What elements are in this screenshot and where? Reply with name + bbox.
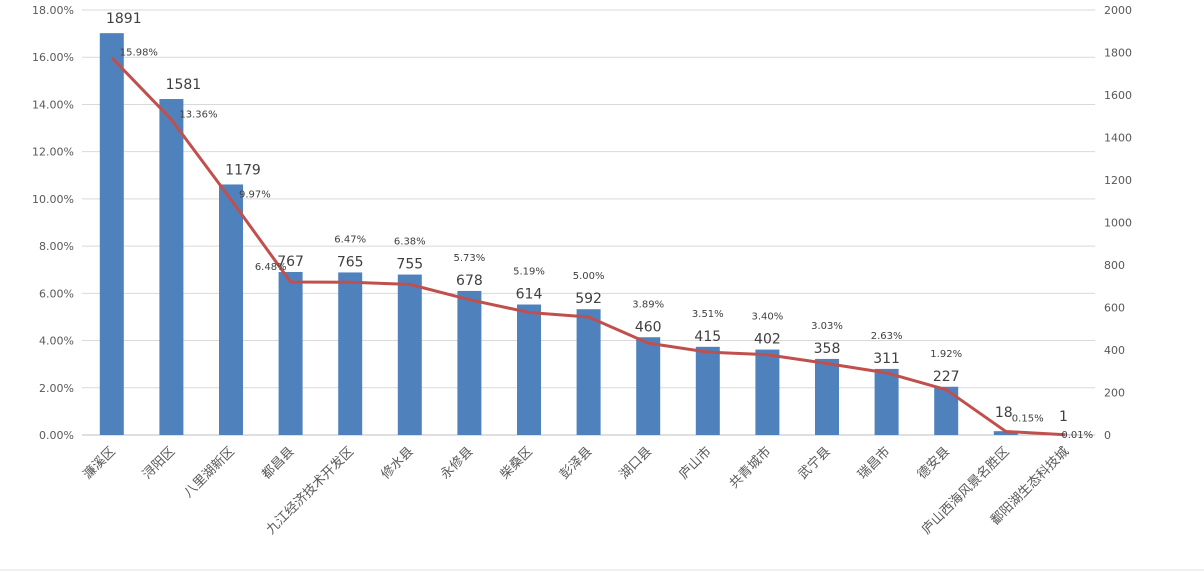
category-label: 武宁县 bbox=[795, 444, 834, 483]
bar bbox=[755, 349, 780, 435]
left-axis-tick: 6.00% bbox=[39, 287, 74, 300]
line-value-label: 6.47% bbox=[334, 234, 366, 245]
category-label: 浔阳区 bbox=[140, 444, 178, 482]
bar bbox=[636, 337, 661, 435]
right-axis-tick: 1600 bbox=[1104, 89, 1132, 102]
bar-value-label: 358 bbox=[814, 341, 841, 357]
category-label: 彭泽县 bbox=[557, 444, 595, 482]
bar bbox=[993, 431, 1018, 435]
bar-value-label: 460 bbox=[635, 319, 662, 335]
category-label: 湖口县 bbox=[617, 444, 655, 482]
line-value-label: 2.63% bbox=[871, 331, 903, 342]
right-axis-tick: 600 bbox=[1104, 302, 1125, 315]
category-label: 八里湖新区 bbox=[181, 444, 238, 501]
left-axis-tick: 18.00% bbox=[32, 4, 74, 17]
line-value-label: 5.00% bbox=[573, 271, 605, 282]
bar-value-label: 1581 bbox=[166, 77, 202, 93]
bar bbox=[159, 99, 184, 435]
line-value-label: 5.73% bbox=[454, 253, 486, 264]
left-axis-tick: 4.00% bbox=[39, 335, 74, 348]
line-value-label: 0.01% bbox=[1061, 430, 1093, 441]
right-axis-tick: 0 bbox=[1104, 429, 1111, 442]
right-axis-tick: 400 bbox=[1104, 344, 1125, 357]
category-label: 永修县 bbox=[438, 444, 476, 482]
bar bbox=[99, 33, 124, 435]
left-axis-tick: 10.00% bbox=[32, 193, 74, 206]
bar bbox=[874, 368, 899, 435]
bar bbox=[815, 358, 839, 435]
category-label: 都昌县 bbox=[259, 444, 297, 482]
bar bbox=[338, 272, 363, 435]
bar bbox=[517, 304, 541, 435]
bar-value-label: 18 bbox=[995, 405, 1013, 421]
category-label: 濂溪区 bbox=[80, 444, 118, 482]
bar-value-label: 402 bbox=[754, 332, 781, 348]
line-value-label: 3.89% bbox=[632, 299, 664, 310]
left-axis-tick: 16.00% bbox=[32, 51, 74, 64]
line-value-label: 3.40% bbox=[752, 312, 784, 323]
line-value-label: 15.98% bbox=[120, 48, 158, 59]
bar bbox=[397, 274, 422, 435]
left-axis-tick: 14.00% bbox=[32, 98, 74, 111]
left-axis-tick: 0.00% bbox=[39, 429, 74, 442]
bar bbox=[457, 290, 482, 435]
bar-value-label: 614 bbox=[516, 287, 543, 303]
right-axis-tick: 200 bbox=[1104, 387, 1125, 400]
bar-value-label: 592 bbox=[575, 291, 602, 307]
line-value-label: 6.48% bbox=[255, 262, 287, 273]
category-label: 瑞昌市 bbox=[855, 444, 894, 483]
bar bbox=[695, 346, 720, 435]
line-value-label: 3.03% bbox=[811, 321, 843, 332]
bar-value-label: 755 bbox=[396, 257, 423, 273]
right-axis-tick: 2000 bbox=[1104, 4, 1132, 17]
right-axis-tick: 1400 bbox=[1104, 132, 1132, 145]
line-series bbox=[110, 56, 1066, 437]
bar bbox=[278, 272, 303, 435]
bar-value-label: 227 bbox=[933, 369, 960, 385]
line-value-label: 0.15% bbox=[1012, 413, 1044, 424]
category-label: 共青城市 bbox=[726, 444, 774, 492]
line-value-label: 3.51% bbox=[692, 309, 724, 320]
right-axis-tick: 1800 bbox=[1104, 47, 1132, 60]
line-value-label: 1.92% bbox=[930, 349, 962, 360]
right-axis-tick: 800 bbox=[1104, 259, 1125, 272]
category-label: 修水县 bbox=[378, 444, 416, 482]
bar-value-label: 767 bbox=[277, 254, 304, 270]
bar bbox=[576, 309, 601, 435]
line-value-label: 6.38% bbox=[394, 237, 426, 248]
bar-value-label: 1 bbox=[1059, 409, 1068, 425]
left-axis-tick: 2.00% bbox=[39, 382, 74, 395]
right-axis-tick: 1000 bbox=[1104, 217, 1132, 230]
bar-value-label: 415 bbox=[694, 329, 721, 345]
bar-value-label: 1891 bbox=[106, 11, 142, 27]
right-axis-tick: 1200 bbox=[1104, 174, 1132, 187]
bar-value-label: 311 bbox=[873, 351, 900, 367]
line-value-label: 9.97% bbox=[239, 190, 271, 201]
left-axis-tick: 8.00% bbox=[39, 240, 74, 253]
bar bbox=[219, 184, 243, 435]
category-label: 柴桑区 bbox=[498, 444, 536, 482]
category-label: 庐山市 bbox=[676, 444, 715, 483]
bar-value-label: 1179 bbox=[225, 162, 261, 178]
left-axis-tick: 12.00% bbox=[32, 146, 74, 159]
bar-value-label: 765 bbox=[337, 254, 364, 270]
line-value-label: 5.19% bbox=[513, 267, 545, 278]
bar-value-label: 678 bbox=[456, 273, 483, 289]
category-label: 德安县 bbox=[915, 444, 953, 482]
line-value-label: 13.36% bbox=[179, 110, 217, 121]
